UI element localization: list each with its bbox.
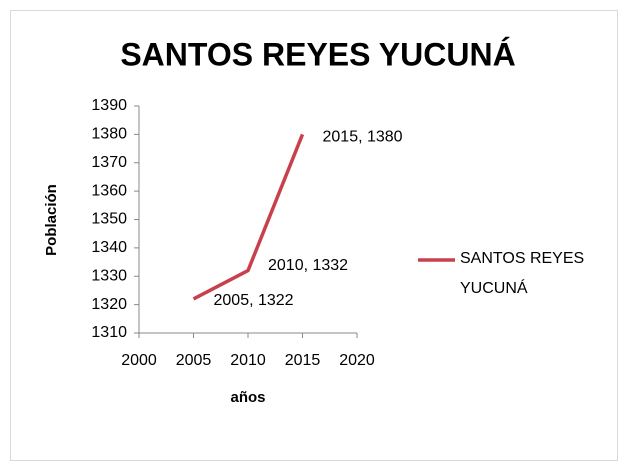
x-tick-label: 2010 xyxy=(230,352,266,369)
x-axis-label: años xyxy=(230,389,265,406)
y-tick-label: 1310 xyxy=(91,324,127,341)
chart-title: SANTOS REYES YUCUNÁ xyxy=(120,36,515,72)
x-tick-label: 2015 xyxy=(285,352,321,369)
x-tick-label: 2000 xyxy=(121,352,157,369)
data-label: 2015, 1380 xyxy=(323,129,403,146)
y-tick-label: 1360 xyxy=(91,182,127,199)
x-tick-label: 2005 xyxy=(176,352,212,369)
data-label: 2010, 1332 xyxy=(268,257,348,274)
y-tick-label: 1330 xyxy=(91,267,127,284)
x-tick-label: 2020 xyxy=(339,352,375,369)
y-tick-label: 1380 xyxy=(91,126,127,143)
legend-item: SANTOS REYES YUCUNÁ xyxy=(460,250,585,297)
data-line xyxy=(192,133,305,301)
y-tick-label: 1390 xyxy=(91,97,127,114)
y-axis-label: Población xyxy=(43,184,60,256)
legend-label: SANTOS REYES YUCUNÁ xyxy=(460,250,585,297)
y-tick-label: 1340 xyxy=(91,239,127,256)
y-tick-label: 1320 xyxy=(91,296,127,313)
y-tick-label: 1350 xyxy=(91,211,127,228)
data-label: 2005, 1322 xyxy=(214,292,294,309)
y-tick-label: 1370 xyxy=(91,154,127,171)
chart-frame xyxy=(10,10,618,461)
